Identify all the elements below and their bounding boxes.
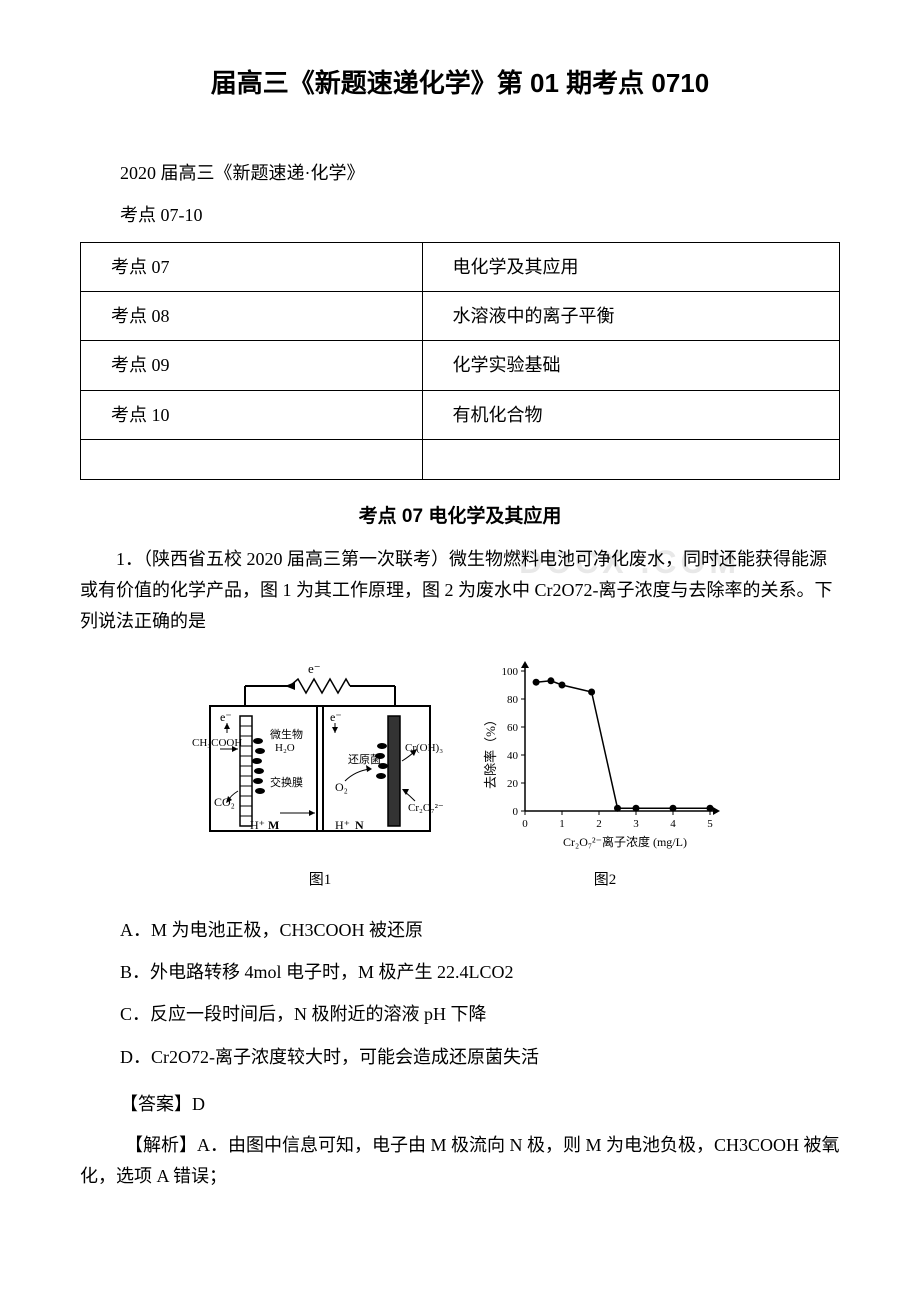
svg-text:Cr₂O₇²⁻: Cr₂O₇²⁻ [408, 802, 444, 814]
topic-cell [422, 440, 839, 480]
answer: 【答案】D [120, 1088, 840, 1120]
svg-text:80: 80 [507, 694, 519, 706]
diagram-container: e⁻ e⁻ e [80, 651, 840, 893]
topic-cell: 考点 09 [81, 341, 423, 390]
option-a: A．M 为电池正极，CH3COOH 被还原 [120, 914, 840, 946]
table-row: 考点 07 电化学及其应用 [81, 242, 840, 291]
svg-text:40: 40 [507, 750, 519, 762]
table-row: 考点 08 水溶液中的离子平衡 [81, 291, 840, 340]
topic-cell: 考点 07 [81, 242, 423, 291]
topic-cell: 考点 10 [81, 390, 423, 439]
question-text: 1．（陕西省五校 2020 届高三第一次联考）微生物燃料电池可净化废水，同时还能… [80, 544, 840, 636]
topic-cell: 化学实验基础 [422, 341, 839, 390]
svg-text:H⁺: H⁺ [335, 818, 350, 832]
main-title: 届高三《新题速递化学》第 01 期考点 0710 [80, 60, 840, 107]
svg-text:5: 5 [707, 818, 713, 830]
svg-text:CH₃COOH: CH₃COOH [192, 737, 242, 749]
svg-text:Cr₂O₇²⁻离子浓度 (mg/L): Cr₂O₇²⁻离子浓度 (mg/L) [563, 834, 687, 849]
table-row: 考点 09 化学实验基础 [81, 341, 840, 390]
topic-cell [81, 440, 423, 480]
svg-text:H₂O: H₂O [275, 742, 295, 754]
topic-cell: 考点 08 [81, 291, 423, 340]
svg-text:N: N [355, 818, 364, 832]
svg-text:Cr(OH)₃: Cr(OH)₃ [405, 742, 443, 754]
topic-table: 考点 07 电化学及其应用 考点 08 水溶液中的离子平衡 考点 09 化学实验… [80, 242, 840, 481]
analysis: 【解析】A．由图中信息可知，电子由 M 极流向 N 极，则 M 为电池负极，CH… [80, 1130, 840, 1191]
removal-rate-chart-icon: 去除率（%） Cr₂O₇²⁻离子浓度 (mg/L) 0 20 40 60 80 100 0 1… [480, 651, 730, 851]
svg-text:CO₂: CO₂ [214, 795, 235, 809]
svg-text:微生物: 微生物 [270, 727, 303, 741]
svg-text:1: 1 [559, 818, 565, 830]
svg-text:20: 20 [507, 778, 519, 790]
subtitle: 2020 届高三《新题速递·化学》 [120, 157, 840, 189]
svg-text:100: 100 [502, 666, 519, 678]
section-heading: 考点 07 电化学及其应用 [80, 500, 840, 534]
svg-text:交换膜: 交换膜 [270, 775, 303, 789]
svg-text:M: M [268, 818, 279, 832]
svg-text:e⁻: e⁻ [220, 710, 232, 724]
svg-text:O₂: O₂ [335, 780, 348, 794]
svg-text:e⁻: e⁻ [308, 661, 321, 676]
option-d: D．Cr2O72-离子浓度较大时，可能会造成还原菌失活 [120, 1041, 840, 1073]
topic-cell: 电化学及其应用 [422, 242, 839, 291]
svg-text:0: 0 [522, 818, 528, 830]
topic-cell: 有机化合物 [422, 390, 839, 439]
fuel-cell-diagram-icon: e⁻ e⁻ e [190, 651, 450, 851]
svg-text:去除率（%）: 去除率（%） [483, 713, 498, 789]
svg-text:60: 60 [507, 722, 519, 734]
index-label: 考点 07-10 [120, 199, 840, 231]
figure-2-label: 图2 [480, 867, 730, 894]
option-c: C．反应一段时间后，N 极附近的溶液 pH 下降 [120, 998, 840, 1030]
svg-text:0: 0 [513, 806, 519, 818]
option-b: B．外电路转移 4mol 电子时，M 极产生 22.4LCO2 [120, 956, 840, 988]
figure-1: e⁻ e⁻ e [190, 651, 450, 893]
table-row [81, 440, 840, 480]
figure-1-label: 图1 [190, 867, 450, 894]
figure-2: 去除率（%） Cr₂O₇²⁻离子浓度 (mg/L) 0 20 40 60 80 100 0 1… [480, 651, 730, 893]
svg-text:3: 3 [633, 818, 639, 830]
svg-text:4: 4 [670, 818, 676, 830]
svg-text:e⁻: e⁻ [330, 710, 342, 724]
table-row: 考点 10 有机化合物 [81, 390, 840, 439]
svg-text:H⁺: H⁺ [250, 818, 265, 832]
svg-text:2: 2 [596, 818, 602, 830]
svg-text:还原菌: 还原菌 [348, 753, 381, 766]
topic-cell: 水溶液中的离子平衡 [422, 291, 839, 340]
